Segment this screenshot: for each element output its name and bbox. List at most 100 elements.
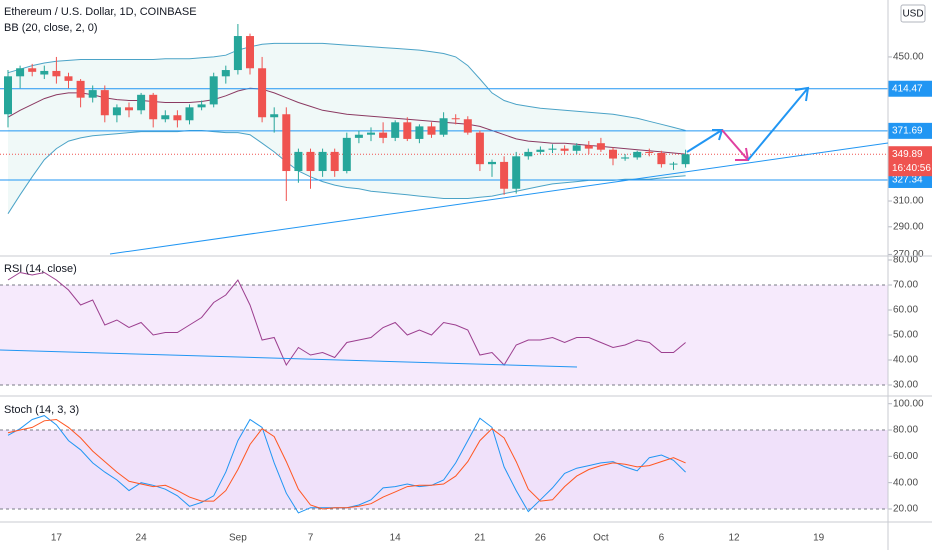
candle-body [572, 145, 581, 151]
candle-body [354, 134, 363, 138]
band-fill [0, 285, 888, 385]
arrow [747, 87, 809, 161]
y-tick-label: 270.00 [893, 249, 924, 260]
candle-body [403, 122, 412, 139]
candle-body [439, 118, 448, 135]
y-tick-label: 40.00 [893, 355, 918, 366]
candle-body [584, 145, 593, 149]
candle-body [52, 70, 61, 77]
arrow [721, 129, 749, 161]
y-tick-label: 100.00 [893, 398, 924, 409]
x-tick-label: 7 [308, 533, 314, 544]
symbol-title: Ethereum / U.S. Dollar, 1D, COINBASE [4, 6, 197, 18]
x-tick-label: 12 [728, 533, 740, 544]
y-tick-label: 60.00 [893, 451, 918, 462]
candle-body [258, 68, 267, 118]
candle-body [633, 151, 642, 158]
candle-body [451, 118, 460, 120]
candle-body [197, 104, 206, 108]
candle-body [500, 161, 509, 189]
candle-body [209, 76, 218, 105]
candle-body [379, 132, 388, 138]
indicator-label: BB (20, close, 2, 0) [4, 22, 98, 34]
candle-body [536, 149, 545, 152]
candle-body [318, 151, 327, 172]
candle-body [149, 94, 158, 120]
level-label-box [888, 80, 932, 97]
candle-body [669, 163, 678, 165]
bb-upper [7, 42, 686, 131]
rsi-title: RSI (14, close) [4, 263, 77, 275]
candle-body [306, 151, 315, 172]
candle-body [125, 107, 133, 111]
level-label: 371.69 [892, 125, 923, 136]
x-tick-label: Sep [229, 533, 247, 544]
x-tick-label: 14 [390, 533, 402, 544]
x-tick-label: Oct [593, 533, 609, 544]
x-tick-label: 26 [535, 533, 547, 544]
candle-body [560, 148, 569, 151]
y-tick-label: 450.00 [893, 52, 924, 63]
trend-line [109, 142, 889, 255]
y-tick-label: 30.00 [893, 380, 918, 391]
level-label: 414.47 [892, 83, 923, 94]
candle-body [621, 157, 630, 159]
candle-body [512, 156, 521, 189]
currency-box[interactable] [900, 4, 926, 23]
candle-body [88, 90, 97, 98]
bb-basis [7, 87, 686, 155]
candle-body [28, 68, 37, 72]
y-tick-label: 80.00 [893, 425, 918, 436]
candle-body [609, 149, 617, 159]
bb-lower [7, 130, 686, 214]
candle-body [221, 70, 230, 77]
candle-body [4, 76, 12, 115]
candle-body [524, 151, 533, 157]
candle-body [294, 151, 303, 172]
candle-body [100, 90, 109, 116]
candle-body [548, 148, 557, 150]
candle-body [282, 114, 291, 172]
candle-body [112, 107, 121, 116]
candle-body [137, 94, 146, 111]
band-fill [0, 430, 888, 509]
last-price-label: 349.89 [892, 149, 923, 160]
arrow [686, 129, 723, 153]
y-tick-label: 70.00 [893, 280, 918, 291]
candle-body [64, 76, 73, 81]
candle-body [16, 68, 25, 77]
countdown: 16:40:56 [892, 163, 931, 174]
candle-body [173, 115, 182, 121]
candle-body [415, 126, 424, 139]
candle-body [185, 107, 194, 121]
x-tick-label: 21 [474, 533, 486, 544]
y-tick-label: 310.00 [893, 196, 924, 207]
candle-body [657, 152, 666, 165]
last-price-box [888, 146, 932, 177]
y-tick-label: 60.00 [893, 305, 918, 316]
y-tick-label: 80.00 [893, 255, 918, 266]
y-tick-label: 20.00 [893, 504, 918, 515]
candle-body [40, 70, 49, 75]
candle-body [270, 114, 279, 118]
candle-body [681, 154, 690, 165]
arrow-head [794, 86, 810, 102]
currency[interactable]: USD [902, 9, 923, 20]
candle-body [427, 126, 436, 135]
level-label: 327.34 [892, 175, 923, 186]
y-tick-label: 40.00 [893, 477, 918, 488]
y-tick-label: 50.00 [893, 330, 918, 341]
candle-body [596, 143, 605, 150]
candle-body [330, 151, 339, 172]
x-tick-label: 6 [659, 533, 665, 544]
candle-body [161, 115, 170, 120]
candle-body [475, 132, 484, 165]
candle-body [342, 137, 351, 172]
x-tick-label: 17 [51, 533, 63, 544]
candle-body [246, 36, 254, 69]
candle-body [391, 122, 400, 138]
candle-body [367, 132, 375, 135]
level-label-box [888, 122, 932, 139]
stoch-title: Stoch (14, 3, 3) [4, 404, 79, 416]
